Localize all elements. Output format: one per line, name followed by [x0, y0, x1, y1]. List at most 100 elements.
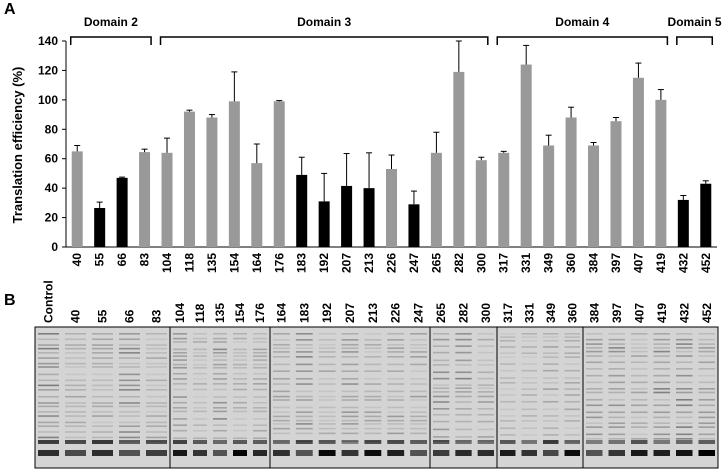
bar	[183, 111, 195, 247]
gel-band	[193, 378, 207, 380]
gel-lane-label: 40	[69, 309, 83, 323]
gel-band	[193, 440, 207, 444]
gel-band	[500, 415, 516, 417]
gel-band	[65, 373, 86, 376]
gel-band	[564, 369, 580, 372]
gel-band	[38, 450, 59, 456]
gel-band	[213, 378, 227, 380]
gel-band	[521, 363, 537, 365]
gel-band	[521, 388, 537, 390]
gel-band	[698, 347, 715, 349]
gel-band	[455, 450, 472, 456]
gel-band	[698, 381, 715, 384]
gel-band	[38, 402, 59, 404]
gel-band	[119, 366, 140, 368]
gel-band	[233, 355, 247, 357]
x-tick-label: 317	[497, 253, 511, 273]
gel-band	[173, 337, 187, 340]
gel-band	[676, 361, 693, 364]
gel-band	[253, 359, 267, 361]
gel-band	[295, 370, 313, 372]
gel-lane-label: 432	[677, 303, 691, 323]
gel-band	[631, 416, 648, 419]
gel-band	[477, 377, 494, 380]
gel-band	[65, 402, 86, 404]
gel-band	[233, 378, 247, 380]
gel-band	[119, 352, 140, 354]
gel-band	[387, 370, 405, 372]
gel-band	[455, 440, 472, 444]
gel-band	[341, 370, 359, 372]
gel-band	[364, 356, 382, 358]
gel-band	[38, 421, 59, 424]
gel-band	[295, 363, 313, 366]
gel-band	[410, 432, 427, 435]
bar	[318, 201, 330, 247]
gel-band	[146, 357, 167, 359]
gel-band	[173, 355, 187, 357]
gel-band	[500, 377, 516, 379]
gel-band	[146, 384, 167, 387]
gel-band	[410, 423, 427, 425]
gel-band	[173, 372, 187, 375]
gel-band	[119, 402, 140, 404]
x-tick-label: 247	[407, 253, 421, 273]
gel-band	[455, 359, 472, 362]
gel-band	[433, 436, 450, 438]
gel-band	[193, 337, 207, 340]
gel-lane-label: 192	[320, 303, 334, 323]
gel-band	[119, 421, 140, 424]
gel-band	[38, 347, 59, 350]
gel-band	[119, 384, 140, 387]
gel-band	[477, 440, 494, 442]
gel-band	[213, 388, 227, 391]
gel-band	[295, 411, 313, 413]
gel-band	[500, 346, 516, 348]
gel-band	[364, 406, 382, 409]
gel-band	[564, 394, 580, 396]
gel-band	[564, 382, 580, 384]
gel-band	[521, 346, 537, 348]
gel-lane-label: 207	[343, 303, 357, 323]
gel-band	[273, 390, 290, 393]
gel-band	[410, 450, 427, 456]
gel-band	[433, 371, 450, 374]
gel-band	[318, 390, 336, 393]
gel-band	[564, 415, 580, 417]
gel-band	[233, 366, 247, 369]
gel-band	[295, 378, 313, 380]
gel-band	[631, 391, 648, 394]
gel-band	[295, 390, 313, 393]
gel-band	[273, 423, 290, 425]
gel-band	[38, 379, 59, 382]
gel-band	[364, 390, 382, 393]
gel-band	[119, 436, 140, 439]
gel-band	[387, 351, 405, 353]
gel-band	[653, 398, 670, 401]
gel-band	[608, 355, 625, 357]
gel-band	[631, 388, 648, 390]
gel-band	[38, 373, 59, 376]
x-tick-label: 282	[452, 253, 466, 273]
gel-band	[698, 361, 715, 364]
gel-band	[253, 337, 267, 340]
gel-band	[253, 424, 267, 427]
gel-band	[173, 401, 187, 404]
gel-band	[233, 341, 247, 343]
gel-band	[564, 346, 580, 348]
gel-band	[521, 440, 537, 444]
gel-band	[38, 362, 59, 365]
gel-band	[477, 364, 494, 366]
y-tick-label: 0	[51, 240, 58, 254]
gel-band	[455, 420, 472, 423]
gel-band	[173, 363, 187, 366]
gel-band	[387, 333, 405, 335]
gel-band	[653, 391, 670, 394]
gel-band	[433, 387, 450, 390]
gel-band	[92, 344, 113, 346]
x-tick-label: 265	[429, 253, 443, 273]
gel-lane-label: 176	[253, 303, 267, 323]
gel-band	[631, 440, 648, 444]
gel-band	[38, 366, 59, 368]
gel-band	[410, 370, 427, 372]
